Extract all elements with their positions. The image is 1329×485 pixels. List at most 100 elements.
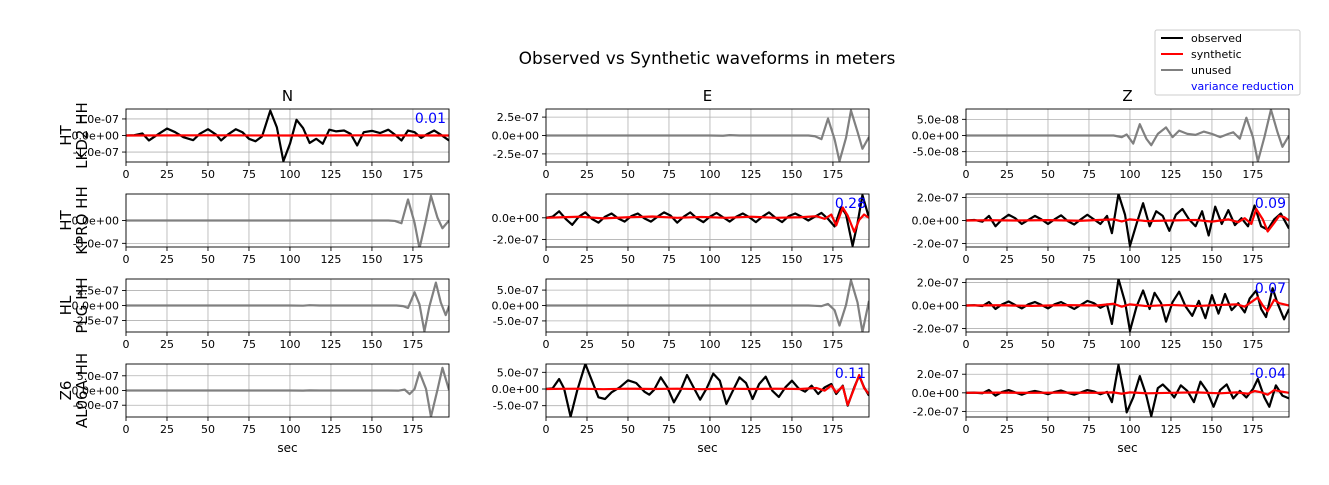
y-tick-label: 0.0e+00 [912,215,959,228]
observed-trace [126,109,449,162]
x-tick-label: 150 [1201,253,1222,266]
x-tick-label: 0 [963,423,970,436]
x-tick-label: 25 [160,168,174,181]
x-tick-label: 175 [402,253,423,266]
legend-label: synthetic [1191,48,1242,61]
x-tick-label: 150 [781,168,802,181]
synthetic-trace [546,206,869,233]
legend-label: observed [1191,32,1242,45]
x-tick-label: 100 [1119,338,1140,351]
legend-box [1154,29,1301,96]
x-tick-label: 125 [1160,168,1181,181]
network-code: HT [57,209,75,230]
x-tick-label: 50 [1041,423,1055,436]
x-tick-label: 100 [279,253,300,266]
x-tick-label: 50 [1041,338,1055,351]
x-tick-label: 150 [781,423,802,436]
variance-reduction-label: 0.28 [835,196,866,212]
x-tick-label: 100 [279,423,300,436]
station-code: PLG HH [73,277,91,333]
y-tick-label: -2.0e-07 [913,405,959,418]
x-tick-label: 0 [123,253,130,266]
x-tick-label: 25 [160,338,174,351]
y-tick-label: 0.0e+00 [912,300,959,313]
panel-r0-c2: 0 25 50 75 100 125 150 175 5.0e-08 0.0e+00 -5.0e-0… [912,108,1290,181]
x-tick-label: 150 [781,338,802,351]
panel-r1-c1: 0 25 50 75 100 125 150 175 0.0e+00 -2.0e-07 0.28 [492,193,870,266]
x-tick-label: 0 [963,338,970,351]
x-tick-label: 175 [402,168,423,181]
unused-trace [126,366,449,417]
x-tick-label: 75 [1082,253,1096,266]
panel-r3-c2: 0 25 50 75 100 125 150 175 2.0e-07 0.0e+00 -2.0e-0… [912,363,1290,455]
x-tick-label: 75 [1082,423,1096,436]
x-tick-label: 125 [320,253,341,266]
x-tick-label: 175 [1242,423,1263,436]
x-tick-label: 75 [1082,168,1096,181]
x-tick-label: 100 [699,423,720,436]
panel-r1-c2: 0 25 50 75 100 125 150 175 2.0e-07 0.0e+00 -2.0e-0… [912,191,1290,266]
unused-trace [546,279,869,332]
panel-r3-c0: 0 25 50 75 100 125 150 175 5.0e-07 0.0e+00-5.0e-0… [72,363,450,455]
y-tick-label: -5.0e-07 [73,399,119,412]
x-tick-label: 150 [781,253,802,266]
panel-r2-c2: 0 25 50 75 100 125 150 175 2.0e-07 0.0e+00 -2.0e-0… [912,276,1290,351]
x-tick-label: 25 [160,253,174,266]
x-tick-label: 50 [1041,253,1055,266]
unused-trace [966,109,1289,162]
component-title-Z: Z [1122,87,1132,105]
panel-r2-c0: 0 25 50 75 100 125 150 175 2.5e-07 0.0e+00 -2.5e-0… [72,278,450,351]
x-tick-label: 0 [543,338,550,351]
y-tick-label: 0.0e+00 [492,130,539,143]
x-tick-label: 75 [242,423,256,436]
y-tick-label: -2.5e-07 [493,148,539,161]
observed-trace [966,364,1289,417]
x-tick-label: 25 [580,168,594,181]
x-tick-label: 175 [1242,168,1263,181]
x-axis-label: sec [697,441,717,455]
x-tick-label: 175 [402,338,423,351]
station-code: AL06A HH [73,353,91,428]
x-tick-label: 25 [1000,168,1014,181]
x-tick-label: 125 [740,423,761,436]
x-tick-label: 25 [580,253,594,266]
component-title-N: N [282,87,293,105]
panel-r2-c1: 0 25 50 75 100 125 150 175 5.0e-07 0.0e+00 -5.0e-0… [492,278,870,351]
x-tick-label: 150 [361,168,382,181]
network-code: Z6 [57,381,75,401]
y-tick-label: 2.0e-07 [917,368,959,381]
y-tick-label: -5.0e-07 [493,400,539,413]
x-tick-label: 125 [1160,423,1181,436]
x-tick-label: 50 [201,338,215,351]
y-tick-label: 5.0e-07 [497,366,539,379]
x-tick-label: 150 [361,423,382,436]
x-tick-label: 75 [662,338,676,351]
x-axis-label: sec [277,441,297,455]
component-title-E: E [703,87,712,105]
x-tick-label: 175 [822,253,843,266]
y-tick-label: -5.0e-07 [73,237,119,250]
observed-trace [966,194,1289,247]
x-tick-label: 175 [1242,338,1263,351]
y-tick-label: 2.0e-07 [917,191,959,204]
y-tick-label: 1.0e-07 [77,113,119,126]
x-tick-label: 0 [123,423,130,436]
panel-r3-c1: 0 25 50 75 100 125 150 175 5.0e-07 0.0e+00 -5.0e-0… [492,363,870,455]
network-code: HL [57,295,75,315]
y-tick-label: -2.0e-07 [913,323,959,336]
y-tick-label: 2.5e-07 [77,284,119,297]
x-tick-label: 125 [740,168,761,181]
x-tick-label: 50 [621,253,635,266]
y-tick-label: 5.0e-07 [497,284,539,297]
x-tick-label: 175 [822,423,843,436]
x-tick-label: 125 [320,423,341,436]
y-tick-label: 0.0e+00 [72,385,119,398]
x-tick-label: 75 [242,253,256,266]
x-tick-label: 125 [320,338,341,351]
x-tick-label: 125 [740,338,761,351]
x-tick-label: 50 [201,253,215,266]
legend-item: synthetic [1161,48,1242,61]
axes-frame [545,193,870,248]
